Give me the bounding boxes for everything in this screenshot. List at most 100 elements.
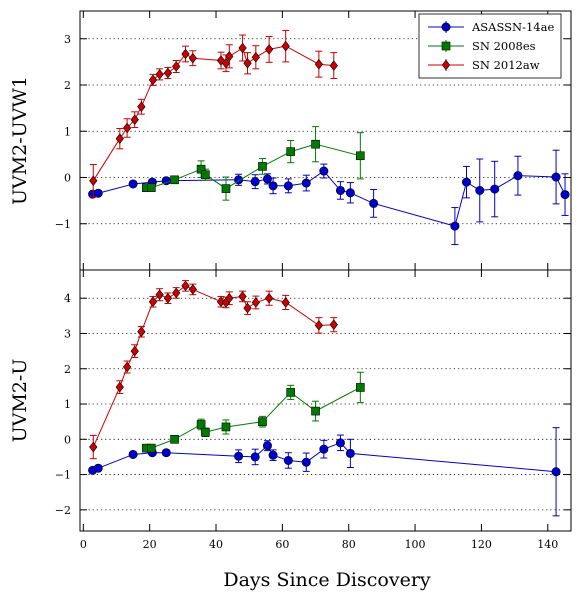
y-tick-label: 3	[64, 33, 71, 46]
legend-marker	[441, 41, 451, 51]
data-point	[551, 172, 561, 182]
data-point	[258, 417, 267, 426]
data-point	[93, 463, 103, 473]
data-point	[286, 388, 295, 397]
legend-label: ASASSN-14ae	[471, 20, 554, 34]
data-point	[314, 320, 323, 331]
data-point	[181, 280, 190, 292]
x-tick-label: 20	[143, 538, 157, 551]
x-tick-label: 120	[471, 538, 492, 551]
data-point	[147, 443, 156, 453]
x-tick-label: 40	[209, 538, 223, 551]
data-point	[161, 448, 171, 458]
series-diamond	[89, 280, 338, 460]
data-point	[319, 444, 329, 454]
data-point	[216, 296, 226, 308]
legend-entry: SN 2012aw	[428, 58, 540, 72]
data-point	[163, 67, 173, 79]
data-point	[281, 297, 290, 308]
data-point	[243, 302, 252, 314]
data-point	[243, 57, 252, 69]
series-line	[92, 45, 334, 181]
data-point	[301, 457, 311, 467]
y-tick-label: −2	[55, 504, 71, 517]
y-tick-label: 3	[64, 327, 71, 340]
plot-frame	[79, 269, 572, 532]
data-point	[311, 139, 320, 149]
data-point	[281, 40, 290, 52]
data-point	[225, 292, 234, 304]
y-tick-label: 4	[64, 292, 71, 305]
data-point	[196, 420, 206, 429]
data-point	[89, 175, 98, 187]
data-point	[286, 147, 295, 156]
data-point	[201, 427, 210, 437]
legend-label: SN 2008es	[472, 39, 536, 53]
data-point	[147, 183, 156, 192]
data-point	[283, 181, 293, 191]
data-point	[137, 101, 146, 113]
y-tick-label: 0	[64, 172, 71, 185]
x-tick-label: 0	[80, 538, 87, 551]
data-point	[130, 345, 139, 357]
data-point	[262, 441, 272, 451]
y-tick-label: −1	[55, 469, 71, 482]
legend-entry: SN 2008es	[428, 39, 536, 53]
data-point	[188, 284, 197, 295]
data-point	[311, 406, 320, 416]
data-point	[250, 177, 260, 187]
data-point	[551, 467, 561, 477]
data-point	[188, 52, 197, 64]
data-point	[170, 434, 179, 444]
data-point	[221, 422, 231, 432]
data-point	[251, 297, 260, 308]
data-point	[148, 296, 158, 308]
legend: ASASSN-14ae SN 2008es SN 2012aw	[418, 13, 562, 79]
data-point	[137, 326, 146, 338]
data-point	[345, 448, 355, 458]
data-point	[319, 166, 329, 176]
data-point	[345, 188, 355, 198]
data-point	[356, 383, 365, 392]
data-point	[461, 177, 471, 187]
x-tick-label: 60	[275, 538, 289, 551]
data-point	[201, 170, 210, 180]
series-square	[142, 371, 365, 453]
data-point	[238, 291, 247, 302]
legend-marker	[441, 22, 451, 32]
series-circle	[88, 149, 570, 246]
x-tick-label: 80	[342, 538, 356, 551]
data-point	[283, 455, 293, 465]
series-line	[146, 143, 361, 190]
y-axis-title: UVM2-U	[9, 359, 31, 443]
data-point	[356, 151, 365, 161]
data-point	[262, 174, 272, 184]
y-tick-label: 1	[64, 398, 71, 411]
y-tick-label: −1	[55, 218, 71, 231]
series-diamond	[89, 29, 338, 198]
data-point	[225, 51, 234, 62]
x-tick-label: 100	[405, 538, 426, 551]
data-point	[115, 381, 124, 393]
data-point	[238, 42, 247, 54]
series-line	[146, 386, 361, 449]
data-point	[196, 164, 206, 174]
y-tick-label: 1	[64, 125, 71, 138]
series-line	[92, 170, 566, 227]
series-square	[142, 126, 365, 201]
data-point	[250, 452, 260, 462]
y-tick-label: 0	[64, 433, 71, 446]
y-tick-label: 2	[64, 363, 71, 376]
data-point	[115, 133, 124, 144]
data-point	[128, 449, 138, 459]
data-point	[234, 451, 244, 461]
data-point	[268, 450, 278, 460]
data-point	[163, 292, 173, 304]
data-point	[155, 69, 164, 80]
data-point	[475, 185, 485, 195]
data-point	[172, 287, 181, 299]
data-point	[335, 185, 345, 195]
legend-marker	[441, 59, 451, 71]
x-axis-title: Days Since Discovery	[223, 569, 431, 591]
